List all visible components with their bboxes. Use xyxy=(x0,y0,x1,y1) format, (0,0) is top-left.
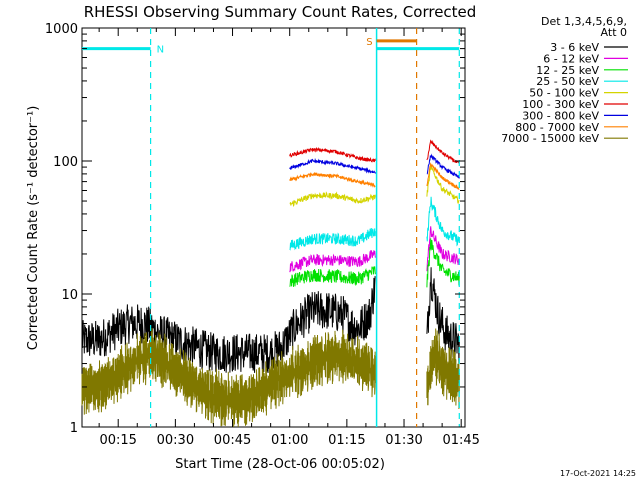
annotation-group: NS xyxy=(82,28,460,427)
series-line-2-6 xyxy=(289,266,376,287)
flag-label-N: N xyxy=(157,45,164,56)
x-tick-label: 00:45 xyxy=(214,433,251,448)
y-tick-label: 1 xyxy=(70,421,78,436)
series-6 xyxy=(289,153,460,179)
flag-label-S: S xyxy=(366,37,372,48)
series-line-8-0 xyxy=(81,328,376,428)
legend-label-1: 6 - 12 keV xyxy=(543,52,599,65)
series-1 xyxy=(289,226,460,273)
y-tick-label: 100 xyxy=(53,155,78,170)
series-line-3-6 xyxy=(289,227,376,251)
legend-header-1: Att 0 xyxy=(601,26,627,39)
legend-label-4: 50 - 100 keV xyxy=(529,87,599,100)
x-tick-label: 01:45 xyxy=(442,433,479,448)
y-tick-label: 10 xyxy=(61,288,78,303)
series-8 xyxy=(81,328,460,428)
axis-ticks: 00:15 00:30 00:45 01:00 01:15 01:30 01:45 1 10 10… xyxy=(45,22,480,448)
y-axis-label: Corrected Count Rate (s⁻¹ detector⁻¹) xyxy=(26,106,41,351)
series-line-6-7 xyxy=(426,153,460,179)
series-line-3-7 xyxy=(426,196,460,247)
legend-header-0: Det 1,3,4,5,6,9, xyxy=(541,15,627,28)
series-line-2-7 xyxy=(426,238,460,288)
series-line-5-6 xyxy=(289,146,376,163)
series-5 xyxy=(289,139,460,164)
legend-label-3: 25 - 50 keV xyxy=(536,75,599,88)
legend-label-5: 100 - 300 keV xyxy=(522,98,599,111)
legend-label-8: 7000 - 15000 keV xyxy=(501,132,599,145)
series-group xyxy=(81,139,460,428)
x-tick-label: 01:30 xyxy=(385,433,422,448)
timestamp: 17-Oct-2021 14:25 xyxy=(560,469,636,478)
series-line-1-7 xyxy=(426,226,460,272)
legend-label-0: 3 - 6 keV xyxy=(550,41,599,54)
legend-label-7: 800 - 7000 keV xyxy=(515,121,599,134)
x-tick-label: 01:15 xyxy=(328,433,365,448)
series-line-7-7 xyxy=(426,162,460,190)
x-tick-label: 01:00 xyxy=(271,433,308,448)
series-line-1-6 xyxy=(289,249,376,273)
series-2 xyxy=(289,238,460,288)
series-4 xyxy=(289,165,460,207)
series-line-6-6 xyxy=(289,157,376,174)
series-line-0-1 xyxy=(426,267,460,364)
series-line-8-1 xyxy=(426,328,460,410)
x-tick-label: 00:30 xyxy=(157,433,194,448)
series-0 xyxy=(81,267,460,374)
series-line-7-6 xyxy=(289,172,376,188)
chart-title: RHESSI Observing Summary Count Rates, Co… xyxy=(84,3,477,21)
series-3 xyxy=(289,196,460,251)
series-7 xyxy=(289,162,460,190)
y-tick-label: 1000 xyxy=(45,22,78,37)
legend-label-6: 300 - 800 keV xyxy=(522,109,599,122)
series-line-4-6 xyxy=(289,191,376,207)
legend-label-2: 12 - 25 keV xyxy=(536,64,599,77)
series-line-5-7 xyxy=(426,139,460,164)
x-tick-label: 00:15 xyxy=(99,433,136,448)
series-line-4-7 xyxy=(426,165,460,205)
plot-frame xyxy=(81,27,466,428)
x-axis-label: Start Time (28-Oct-06 00:05:02) xyxy=(175,457,385,472)
series-line-0-0 xyxy=(81,276,376,374)
